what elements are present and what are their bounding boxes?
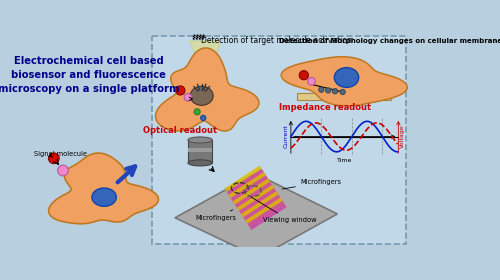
Circle shape [184,94,192,101]
Circle shape [326,88,331,93]
FancyBboxPatch shape [297,93,392,100]
FancyBboxPatch shape [152,36,406,244]
Text: Electrochemical cell based
biosensor and fluorescence
microscopy on a single pla: Electrochemical cell based biosensor and… [0,56,180,94]
Text: Viewing window: Viewing window [252,197,316,223]
Circle shape [48,153,59,164]
Polygon shape [175,174,338,257]
Ellipse shape [188,137,212,143]
Polygon shape [282,57,407,106]
Circle shape [194,109,200,115]
Ellipse shape [188,160,212,166]
Text: Detection of target molecule activation: Detection of target molecule activation [201,36,352,45]
Text: Time: Time [336,158,352,163]
Circle shape [318,87,324,92]
Ellipse shape [334,67,358,87]
FancyBboxPatch shape [28,33,152,247]
Polygon shape [156,48,259,131]
Text: Impedance readout: Impedance readout [279,104,371,113]
Circle shape [308,78,316,85]
Ellipse shape [190,86,213,105]
Text: Optical readout: Optical readout [144,126,218,135]
Text: Detection of Morphology changes on cellular membrane: Detection of Morphology changes on cellu… [280,38,500,44]
Text: Microfingers: Microfingers [196,210,236,221]
Text: Current: Current [284,125,288,148]
Circle shape [200,115,206,121]
Circle shape [332,88,338,94]
Circle shape [176,86,185,95]
Text: Microfingers: Microfingers [282,179,342,189]
FancyBboxPatch shape [188,148,212,152]
Ellipse shape [92,188,116,206]
Circle shape [58,165,68,176]
Text: Voltage: Voltage [400,125,405,148]
Text: Signal molecule: Signal molecule [34,151,87,157]
Circle shape [300,71,308,80]
Polygon shape [190,41,220,87]
Polygon shape [48,153,158,224]
FancyBboxPatch shape [188,140,212,163]
Circle shape [340,89,345,95]
